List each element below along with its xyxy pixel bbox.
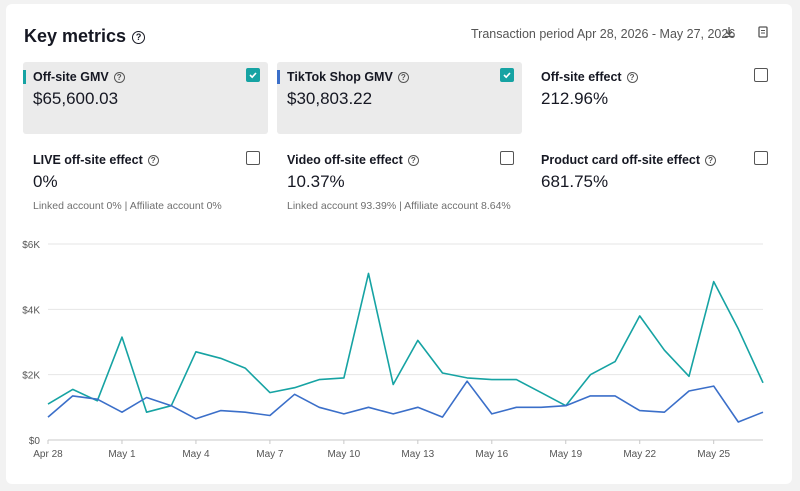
- metric-value: $65,600.03: [33, 89, 119, 108]
- report-icon[interactable]: [755, 24, 771, 40]
- x-tick-label: May 10: [327, 449, 360, 460]
- metric-label: LIVE off-site effect: [33, 153, 143, 167]
- metric-tile-offsite-effect[interactable]: Off-site effect? 212.96%: [531, 62, 776, 134]
- metric-tile-tiktok-shop-gmv[interactable]: TikTok Shop GMV? $30,803.22: [277, 62, 522, 134]
- y-tick-label: $4K: [22, 305, 40, 316]
- metric-checkbox[interactable]: [246, 68, 260, 82]
- help-icon[interactable]: ?: [407, 155, 419, 167]
- metric-checkbox[interactable]: [754, 151, 768, 165]
- x-tick-label: Apr 28: [33, 449, 63, 460]
- metric-checkbox[interactable]: [500, 151, 514, 165]
- metric-checkbox[interactable]: [500, 68, 514, 82]
- page-title: Key metrics?: [24, 26, 146, 47]
- help-icon[interactable]: ?: [132, 30, 146, 44]
- y-tick-label: $6K: [22, 240, 40, 251]
- metric-breakdown: Linked account 0% | Affiliate account 0%: [33, 200, 222, 212]
- metric-label: Off-site GMV: [33, 70, 109, 84]
- help-icon[interactable]: ?: [705, 155, 717, 167]
- y-tick-label: $2K: [22, 371, 40, 382]
- series-line-offsite-gmv: [47, 272, 764, 413]
- x-tick-label: May 13: [401, 449, 434, 460]
- metric-tile-live-offsite-effect[interactable]: LIVE off-site effect? 0% Linked account …: [23, 145, 268, 217]
- metric-tile-video-offsite-effect[interactable]: Video off-site effect? 10.37% Linked acc…: [277, 145, 522, 217]
- x-axis: Apr 28 May 1 May 4 May 7 May 10 May 13 May 16 M…: [33, 440, 731, 460]
- help-icon[interactable]: ?: [113, 72, 125, 84]
- x-tick-label: May 1: [108, 449, 136, 460]
- page-title-text: Key metrics: [24, 26, 127, 46]
- gmv-line-chart[interactable]: $0 $2K $4K $6K Apr 28 May 1 May 4 May 7 May 10 M…: [6, 234, 786, 474]
- x-tick-label: May 4: [182, 449, 210, 460]
- metric-value: 0%: [33, 172, 58, 191]
- help-icon[interactable]: ?: [147, 155, 159, 167]
- metric-tile-offsite-gmv[interactable]: Off-site GMV? $65,600.03: [23, 62, 268, 134]
- help-icon[interactable]: ?: [626, 72, 638, 84]
- metric-accent: [277, 70, 280, 84]
- metric-value: 10.37%: [287, 172, 345, 191]
- download-icon[interactable]: [721, 24, 737, 40]
- key-metrics-card: Key metrics? Transaction period Apr 28, …: [6, 4, 792, 484]
- metric-breakdown: Linked account 93.39% | Affiliate accoun…: [287, 200, 511, 212]
- metric-label: Video off-site effect: [287, 153, 403, 167]
- chart-series: [47, 272, 764, 423]
- x-tick-label: May 25: [697, 449, 730, 460]
- x-tick-label: May 22: [623, 449, 656, 460]
- x-tick-label: May 19: [549, 449, 582, 460]
- chart-grid: [48, 243, 763, 441]
- metric-accent: [23, 70, 26, 84]
- y-axis: $0 $2K $4K $6K: [22, 240, 40, 447]
- series-line-tiktok-shop-gmv: [47, 380, 764, 423]
- help-icon[interactable]: ?: [397, 72, 409, 84]
- metric-checkbox[interactable]: [246, 151, 260, 165]
- metric-label: Off-site effect: [541, 70, 622, 84]
- metric-value: 681.75%: [541, 172, 609, 191]
- transaction-period: Transaction period Apr 28, 2026 - May 27…: [471, 27, 736, 41]
- metric-value: 212.96%: [541, 89, 609, 108]
- metric-label: Product card off-site effect: [541, 153, 701, 167]
- y-tick-label: $0: [29, 436, 41, 447]
- metric-tile-product-card-offsite-effect[interactable]: Product card off-site effect? 681.75%: [531, 145, 776, 217]
- x-tick-label: May 16: [475, 449, 508, 460]
- x-tick-label: May 7: [256, 449, 284, 460]
- metric-value: $30,803.22: [287, 89, 373, 108]
- metric-checkbox[interactable]: [754, 68, 768, 82]
- metric-label: TikTok Shop GMV: [287, 70, 393, 84]
